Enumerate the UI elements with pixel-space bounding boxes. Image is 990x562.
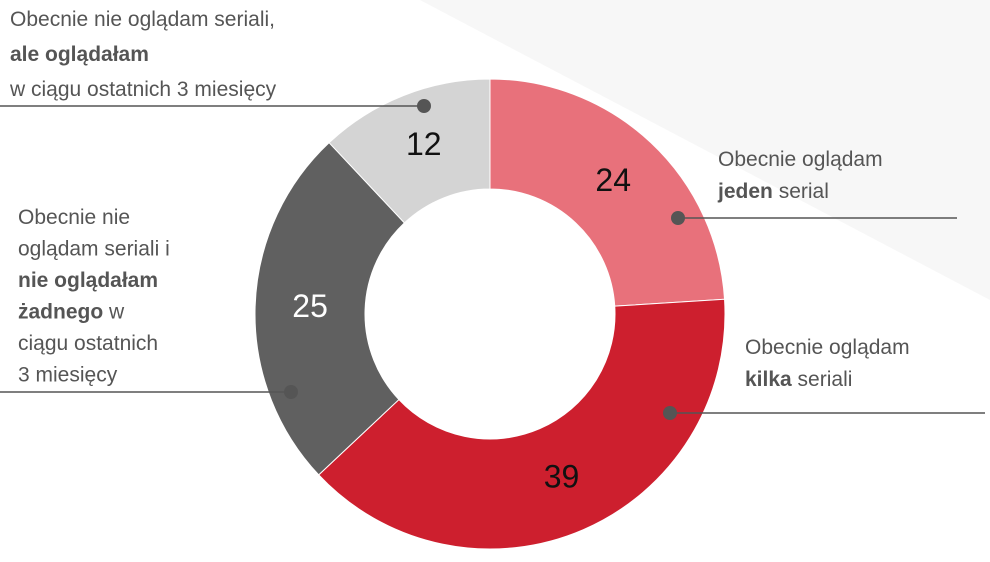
label-run: ciągu ostatnich	[18, 332, 158, 355]
label-run: Obecnie oglądam	[745, 336, 910, 359]
label-run: nie oglądałam	[18, 269, 158, 292]
label-run: seriali	[792, 368, 853, 391]
category-label: nie oglądałam	[18, 269, 158, 292]
label-run: serial	[773, 180, 829, 203]
category-label: kilka seriali	[745, 368, 852, 391]
label-run: ale oglądałam	[10, 43, 149, 66]
leader-dot	[417, 99, 431, 113]
background-shape	[420, 0, 990, 300]
label-run: oglądam seriali i	[18, 237, 170, 260]
leader-dot	[284, 385, 298, 399]
category-label: ale oglądałam	[10, 43, 149, 66]
leader-dot	[663, 406, 677, 420]
label-run: Obecnie nie	[18, 206, 130, 229]
category-label: 3 miesięcy	[18, 363, 118, 386]
category-label: Obecnie oglądam	[718, 148, 883, 171]
value-label: 25	[292, 288, 328, 324]
value-label: 39	[544, 459, 580, 495]
category-label: w ciągu ostatnich 3 miesięcy	[9, 78, 277, 101]
category-label: ciągu ostatnich	[18, 332, 158, 355]
label-run: 3 miesięcy	[18, 363, 118, 386]
category-label: oglądam seriali i	[18, 237, 170, 260]
label-run: żadnego	[18, 300, 103, 323]
label-run: kilka	[745, 368, 792, 391]
label-run: Obecnie oglądam	[718, 148, 883, 171]
donut-slice	[317, 298, 726, 550]
category-label: Obecnie oglądam	[745, 336, 910, 359]
donut-slice	[328, 78, 491, 224]
leader-dot	[671, 211, 685, 225]
value-label: 12	[406, 126, 442, 162]
label-run: w	[103, 300, 125, 323]
value-label: 24	[595, 162, 631, 198]
label-run: Obecnie nie oglądam seriali,	[10, 8, 275, 31]
label-run: w ciągu ostatnich 3 miesięcy	[9, 78, 277, 101]
category-label: żadnego w	[18, 300, 125, 323]
label-run: jeden	[717, 180, 773, 203]
category-label: jeden serial	[717, 180, 829, 203]
donut-slice	[489, 78, 726, 307]
category-label: Obecnie nie oglądam seriali,	[10, 8, 275, 31]
category-label: Obecnie nie	[18, 206, 130, 229]
